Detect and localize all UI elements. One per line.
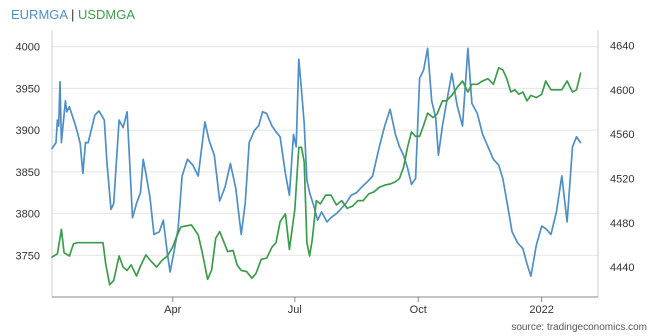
y-right-tick-label: 4440 — [610, 262, 634, 274]
legend-usdmga[interactable]: USDMGA — [77, 7, 136, 22]
y-right-tick-label: 4560 — [610, 129, 634, 141]
y-left-tick-label: 3900 — [16, 125, 40, 137]
series-line-eurmga — [51, 47, 582, 277]
y-left-tick-label: 3800 — [16, 209, 40, 221]
y-right-tick-label: 4640 — [610, 41, 634, 53]
x-tick-label: 2022 — [529, 304, 553, 316]
y-right-tick-label: 4480 — [610, 218, 634, 230]
y-left-tick-label: 3950 — [16, 83, 40, 95]
series-line-usdmga — [51, 66, 582, 286]
y-left-tick-label: 3750 — [16, 250, 40, 262]
x-tick-label: Jul — [288, 304, 302, 316]
legend-eurmga[interactable]: EURMGA — [11, 7, 68, 22]
source-credit[interactable]: source: tradingeconomics.com — [511, 322, 647, 333]
title-separator: | — [67, 7, 78, 22]
x-tick-label: Oct — [410, 304, 427, 316]
x-tick-label: Apr — [164, 304, 181, 316]
y-left-tick-label: 4000 — [16, 42, 40, 54]
y-right-tick-label: 4600 — [610, 85, 634, 97]
chart-title: EURMGA | USDMGA — [11, 7, 135, 22]
y-right-tick-label: 4520 — [610, 173, 634, 185]
y-left-tick-label: 3850 — [16, 167, 40, 179]
